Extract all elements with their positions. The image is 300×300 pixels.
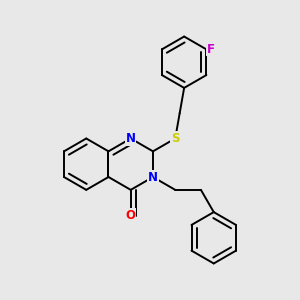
Text: S: S [171,132,179,145]
Text: O: O [126,209,136,222]
Text: F: F [207,43,215,56]
Text: N: N [126,132,136,145]
Text: N: N [148,170,158,184]
